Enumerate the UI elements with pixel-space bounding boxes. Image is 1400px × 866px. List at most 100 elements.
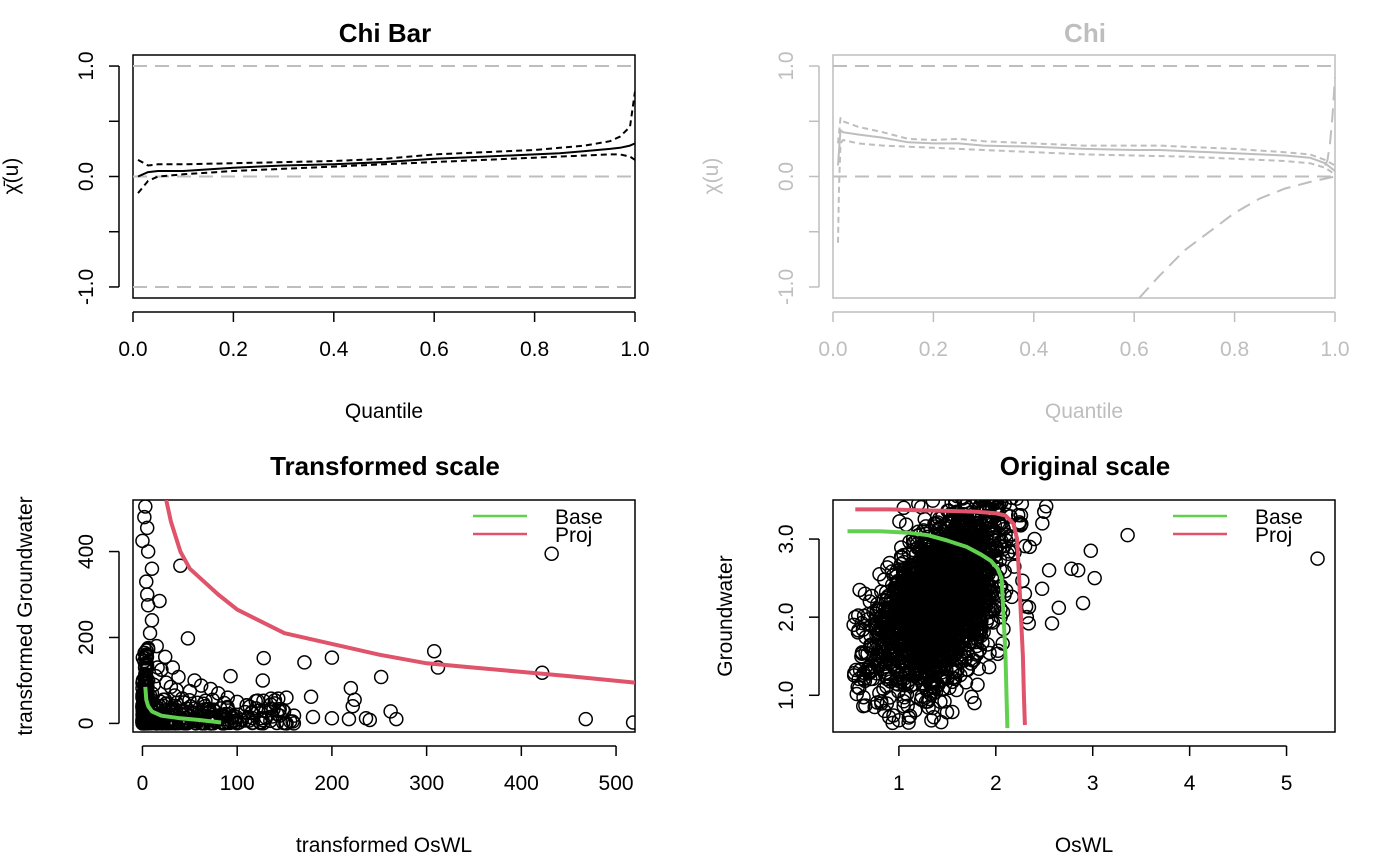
y-axis: -1.0 0.0 1.0 xyxy=(775,51,820,305)
data-point xyxy=(970,677,985,692)
data-point xyxy=(942,582,957,598)
data-point xyxy=(139,648,155,664)
data-point xyxy=(933,546,949,562)
data-point xyxy=(140,598,156,613)
data-point xyxy=(871,621,887,637)
data-point xyxy=(242,699,258,714)
data-point xyxy=(180,631,196,646)
data-point xyxy=(345,698,360,714)
data-point xyxy=(1075,595,1091,611)
series-upper-bound xyxy=(1324,77,1335,166)
x-tick-label: 400 xyxy=(504,772,539,795)
data-point xyxy=(154,662,169,677)
data-point xyxy=(1051,600,1067,616)
data-point xyxy=(869,602,885,617)
data-point xyxy=(954,500,969,505)
data-point xyxy=(324,711,340,726)
data-point xyxy=(858,630,873,645)
series-base xyxy=(847,529,1010,729)
data-point xyxy=(894,631,909,647)
data-point xyxy=(276,704,292,719)
data-point xyxy=(253,715,268,731)
data-point xyxy=(958,675,974,690)
data-point xyxy=(256,650,271,666)
data-point xyxy=(933,714,949,730)
data-point xyxy=(925,500,941,508)
data-point xyxy=(862,664,878,680)
data-point xyxy=(917,601,933,616)
legend-label-base: Base xyxy=(555,506,603,529)
data-point xyxy=(140,640,156,656)
data-point xyxy=(898,598,914,614)
data-point xyxy=(983,517,998,533)
data-point xyxy=(1035,516,1050,531)
data-point xyxy=(137,509,152,525)
y-axis: 1.0 2.0 3.0 xyxy=(775,524,820,710)
y-tick-label: 3.0 xyxy=(775,524,798,553)
data-point xyxy=(1027,531,1042,547)
legend-label-base: Base xyxy=(1255,506,1303,529)
data-point xyxy=(961,571,976,587)
data-point xyxy=(857,586,873,601)
data-point xyxy=(943,631,959,646)
x-tick-label: 5 xyxy=(1281,772,1293,795)
data-point xyxy=(950,585,965,601)
data-point xyxy=(973,522,989,537)
data-point xyxy=(137,660,153,675)
data-point xyxy=(894,653,910,669)
series-proj xyxy=(164,500,635,685)
data-point xyxy=(867,699,882,715)
data-point xyxy=(1041,563,1057,578)
data-point xyxy=(912,580,927,595)
data-point xyxy=(196,696,211,712)
x-tick-label: 3 xyxy=(1087,772,1099,795)
data-point xyxy=(980,637,995,652)
data-point xyxy=(1009,500,1024,506)
y-tick-label: 0 xyxy=(75,718,98,730)
data-point xyxy=(926,673,941,688)
data-point xyxy=(889,673,905,688)
data-point xyxy=(1083,543,1099,559)
x-tick-label: 200 xyxy=(314,772,349,795)
data-point xyxy=(389,711,404,727)
data-point xyxy=(948,664,963,680)
plot-area xyxy=(846,500,1325,731)
data-point xyxy=(224,710,239,726)
data-point xyxy=(972,642,988,658)
x-axis-label: OsWL xyxy=(1055,834,1113,857)
x-tick-label: 1.0 xyxy=(620,338,649,361)
data-point xyxy=(271,691,286,706)
data-point xyxy=(849,686,864,702)
y-axis-label: χ̄(u) xyxy=(0,158,23,195)
data-point xyxy=(140,544,156,559)
data-point xyxy=(950,500,964,504)
x-axis-label: Quantile xyxy=(345,400,423,423)
x-tick-label: 0 xyxy=(137,772,149,795)
y-axis-label: transformed Groundwater xyxy=(14,496,37,735)
data-point xyxy=(906,571,922,587)
data-point xyxy=(897,690,912,705)
y-tick-label: -1.0 xyxy=(775,269,798,305)
data-point xyxy=(923,618,939,633)
data-point xyxy=(1034,581,1050,597)
data-point xyxy=(139,587,155,602)
data-point xyxy=(892,514,907,529)
chart-title: Original scale xyxy=(1000,451,1171,481)
data-point xyxy=(962,634,977,650)
data-point xyxy=(182,693,197,708)
series-base xyxy=(143,686,222,725)
data-point xyxy=(960,566,976,581)
data-point xyxy=(900,698,915,714)
data-point xyxy=(187,701,202,716)
data-point xyxy=(1044,616,1060,631)
series-estimate xyxy=(137,142,635,178)
data-point xyxy=(939,662,954,677)
series-upper xyxy=(837,117,1335,167)
data-point xyxy=(862,594,878,609)
data-point xyxy=(931,563,946,579)
data-point xyxy=(962,560,978,575)
data-point xyxy=(951,514,966,530)
data-point xyxy=(324,650,340,665)
data-point xyxy=(860,662,875,678)
data-point xyxy=(959,606,974,621)
